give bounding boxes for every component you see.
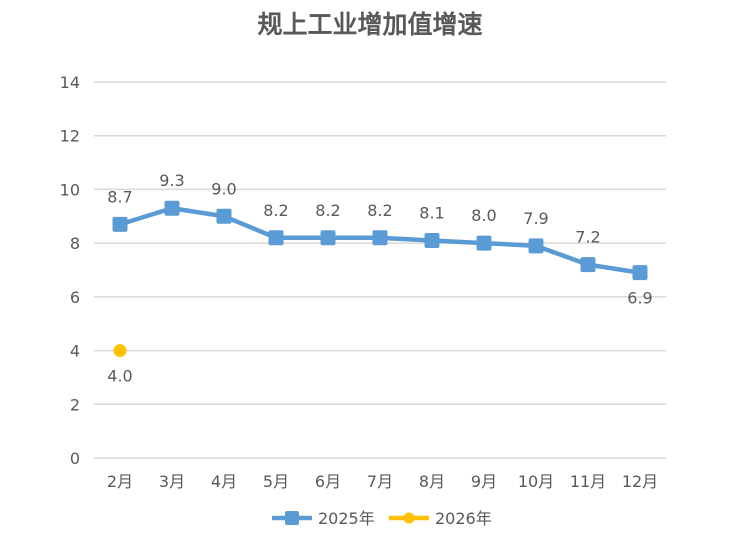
data-label: 8.1 (419, 203, 444, 222)
data-label: 8.2 (367, 201, 392, 220)
data-label: 9.0 (211, 179, 236, 198)
x-tick-label: 11月 (570, 472, 606, 491)
legend-label: 2025年 (318, 509, 375, 528)
data-point (580, 257, 596, 273)
y-tick-label: 8 (70, 234, 80, 253)
data-label: 8.2 (315, 201, 340, 220)
legend-square-marker-icon (285, 511, 299, 525)
y-tick-label: 14 (60, 73, 80, 92)
chart-title: 规上工业增加值增速 (257, 10, 482, 39)
data-point (372, 230, 388, 246)
x-tick-label: 4月 (211, 472, 237, 491)
y-tick-label: 12 (60, 127, 80, 146)
x-tick-label: 5月 (263, 472, 289, 491)
y-tick-label: 0 (70, 449, 80, 468)
y-tick-label: 6 (70, 288, 80, 307)
data-point (268, 230, 284, 246)
y-tick-label: 4 (70, 342, 80, 361)
x-tick-label: 9月 (471, 472, 497, 491)
x-tick-label: 7月 (367, 472, 393, 491)
data-label: 6.9 (627, 289, 652, 308)
x-tick-label: 6月 (315, 472, 341, 491)
y-tick-label: 10 (60, 180, 80, 199)
data-point (632, 265, 648, 281)
data-label: 9.3 (159, 171, 184, 190)
x-tick-label: 12月 (622, 472, 658, 491)
legend-label: 2026年 (435, 509, 492, 528)
data-label: 7.2 (575, 228, 600, 247)
data-point (476, 235, 492, 251)
data-point (528, 238, 544, 254)
data-label: 8.2 (263, 201, 288, 220)
data-point (424, 232, 440, 248)
data-label: 4.0 (107, 367, 132, 386)
data-point (113, 344, 127, 358)
legend-circle-marker-icon (403, 512, 415, 524)
data-point (164, 200, 180, 216)
y-tick-label: 2 (70, 395, 80, 414)
x-tick-label: 8月 (419, 472, 445, 491)
x-tick-label: 3月 (159, 472, 185, 491)
x-tick-label: 2月 (107, 472, 133, 491)
data-point (320, 230, 336, 246)
x-tick-label: 10月 (518, 472, 554, 491)
data-point (216, 208, 232, 224)
data-label: 8.7 (107, 187, 132, 206)
data-label: 7.9 (523, 209, 548, 228)
data-point (112, 216, 128, 232)
data-label: 8.0 (471, 206, 496, 225)
